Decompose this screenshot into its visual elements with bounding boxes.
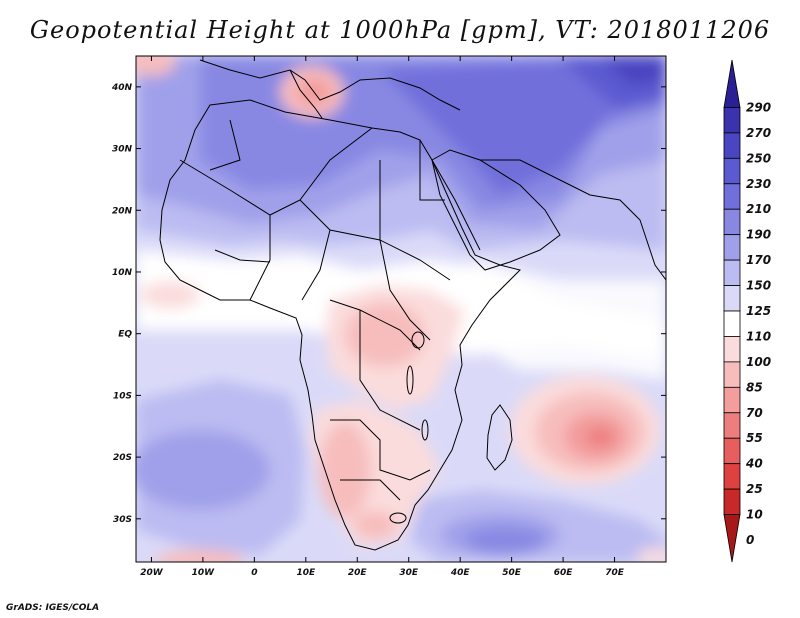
lon-tick-label: 60E — [554, 568, 574, 578]
colorbar-swatch — [723, 183, 741, 210]
lon-tick-label: 40E — [450, 568, 471, 578]
lat-tick-label: 10S — [113, 391, 132, 401]
lat-tick-label: 20N — [112, 206, 133, 216]
lon-tick-label: 30E — [399, 568, 419, 578]
colorbar-swatch — [723, 463, 741, 490]
colorbar-level-label: 85 — [746, 380, 763, 394]
colorbar-swatch — [723, 208, 741, 236]
colorbar-swatch — [723, 132, 741, 159]
colorbar-level-label: 70 — [746, 406, 763, 420]
colorbar-swatch — [723, 285, 741, 312]
colorbar-level-label: 250 — [746, 151, 771, 165]
colorbar-swatch — [723, 336, 741, 363]
colorbar-level-label: 190 — [746, 228, 771, 242]
colorbar-level-label: 10 — [746, 508, 763, 522]
lat-tick-label: EQ — [118, 330, 132, 340]
colorbar-level-label: 125 — [746, 304, 771, 318]
colorbar-level-label: 270 — [746, 126, 771, 140]
colorbar-level-label: 110 — [746, 329, 771, 343]
colorbar-swatch — [723, 107, 741, 134]
axis-ticks: 20W 10W 0 10E 20E 30E 40E 50E 60E 70E 40N 30N 20N 10N… — [111, 56, 666, 578]
colorbar: 2902702502302101901701501251101008570554… — [723, 59, 771, 563]
colorbar-swatch — [723, 514, 741, 563]
colorbar-level-label: 40 — [745, 457, 763, 471]
lat-tick-label: 30S — [113, 515, 132, 525]
colorbar-swatch — [723, 386, 741, 414]
lon-tick-label: 50E — [502, 568, 522, 578]
colorbar-level-label: 150 — [746, 279, 771, 293]
lon-tick-label: 10W — [192, 568, 216, 578]
colorbar-level-label: 25 — [746, 482, 763, 496]
grads-credit: GrADS: IGES/COLA — [6, 603, 100, 613]
colorbar-swatch — [723, 437, 741, 465]
colorbar-level-label: 170 — [746, 253, 771, 267]
colorbar-swatch — [723, 234, 741, 261]
colorbar-swatch — [723, 259, 741, 286]
colorbar-level-label: 0 — [746, 533, 754, 547]
lat-tick-label: 10N — [112, 268, 133, 278]
lon-tick-label: 20W — [140, 568, 164, 578]
lat-tick-label: 30N — [112, 145, 133, 155]
lat-tick-label: 20S — [113, 453, 132, 463]
map-title: Geopotential Height at 1000hPa [gpm], VT… — [29, 16, 771, 44]
lon-tick-label: 0 — [251, 568, 257, 578]
map-frame — [135, 55, 667, 563]
colorbar-level-label: 290 — [746, 100, 771, 114]
lon-tick-label: 20E — [348, 568, 368, 578]
colorbar-level-label: 100 — [746, 355, 771, 369]
colorbar-swatch — [723, 488, 741, 515]
colorbar-level-label: 55 — [746, 431, 763, 445]
colorbar-swatch — [723, 310, 741, 337]
colorbar-swatch — [723, 59, 741, 108]
lon-tick-label: 70E — [605, 568, 625, 578]
colorbar-swatch — [723, 361, 741, 388]
colorbar-swatch — [723, 412, 741, 439]
height-field — [136, 56, 666, 562]
coastlines — [159, 59, 666, 551]
colorbar-swatch — [723, 157, 741, 185]
colorbar-level-label: 210 — [746, 202, 771, 216]
lat-tick-label: 40N — [111, 83, 133, 93]
lon-tick-label: 10E — [296, 568, 316, 578]
colorbar-level-label: 230 — [746, 177, 771, 191]
